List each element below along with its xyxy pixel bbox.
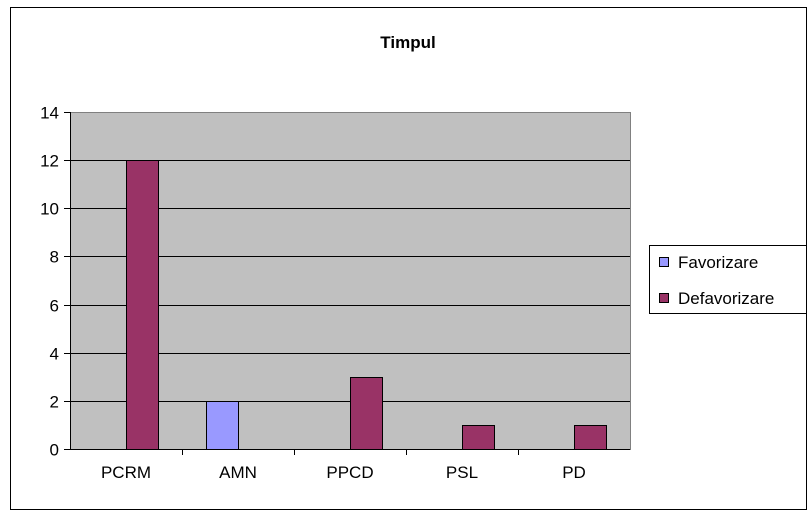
- x-axis-ticks: PCRM AMN PPCD PSL PD: [101, 449, 586, 482]
- legend-swatch-defavorizare: [659, 293, 669, 303]
- bar-defavorizare-pd: [574, 425, 607, 450]
- y-tick-label: 6: [50, 297, 59, 316]
- x-tick-label: PCRM: [101, 463, 151, 482]
- x-tick-label: AMN: [219, 463, 257, 482]
- x-tick-label: PPCD: [326, 463, 373, 482]
- x-tick-label: PSL: [446, 463, 478, 482]
- y-tick-label: 8: [50, 248, 59, 267]
- bar-defavorizare-ppcd: [350, 377, 383, 450]
- y-tick-label: 14: [40, 104, 59, 123]
- y-tick-label: 0: [50, 441, 59, 460]
- y-tick-label: 2: [50, 393, 59, 412]
- y-tick-label: 4: [50, 345, 59, 364]
- bar-defavorizare-pcrm: [126, 160, 159, 450]
- legend-box: [649, 245, 807, 314]
- x-tick-label: PD: [562, 463, 586, 482]
- chart-title: Timpul: [380, 33, 435, 52]
- bar-defavorizare-psl: [462, 425, 495, 450]
- legend-swatch-favorizare: [659, 257, 669, 267]
- y-tick-label: 12: [40, 152, 59, 171]
- legend-label-defavorizare: Defavorizare: [678, 289, 774, 308]
- y-tick-label: 10: [40, 200, 59, 219]
- legend: Favorizare Defavorizare: [649, 245, 807, 314]
- bar-favorizare-amn: [206, 401, 239, 450]
- legend-label-favorizare: Favorizare: [678, 253, 758, 272]
- y-axis-ticks: 0 2 4 6 8 10 12 14: [40, 104, 70, 460]
